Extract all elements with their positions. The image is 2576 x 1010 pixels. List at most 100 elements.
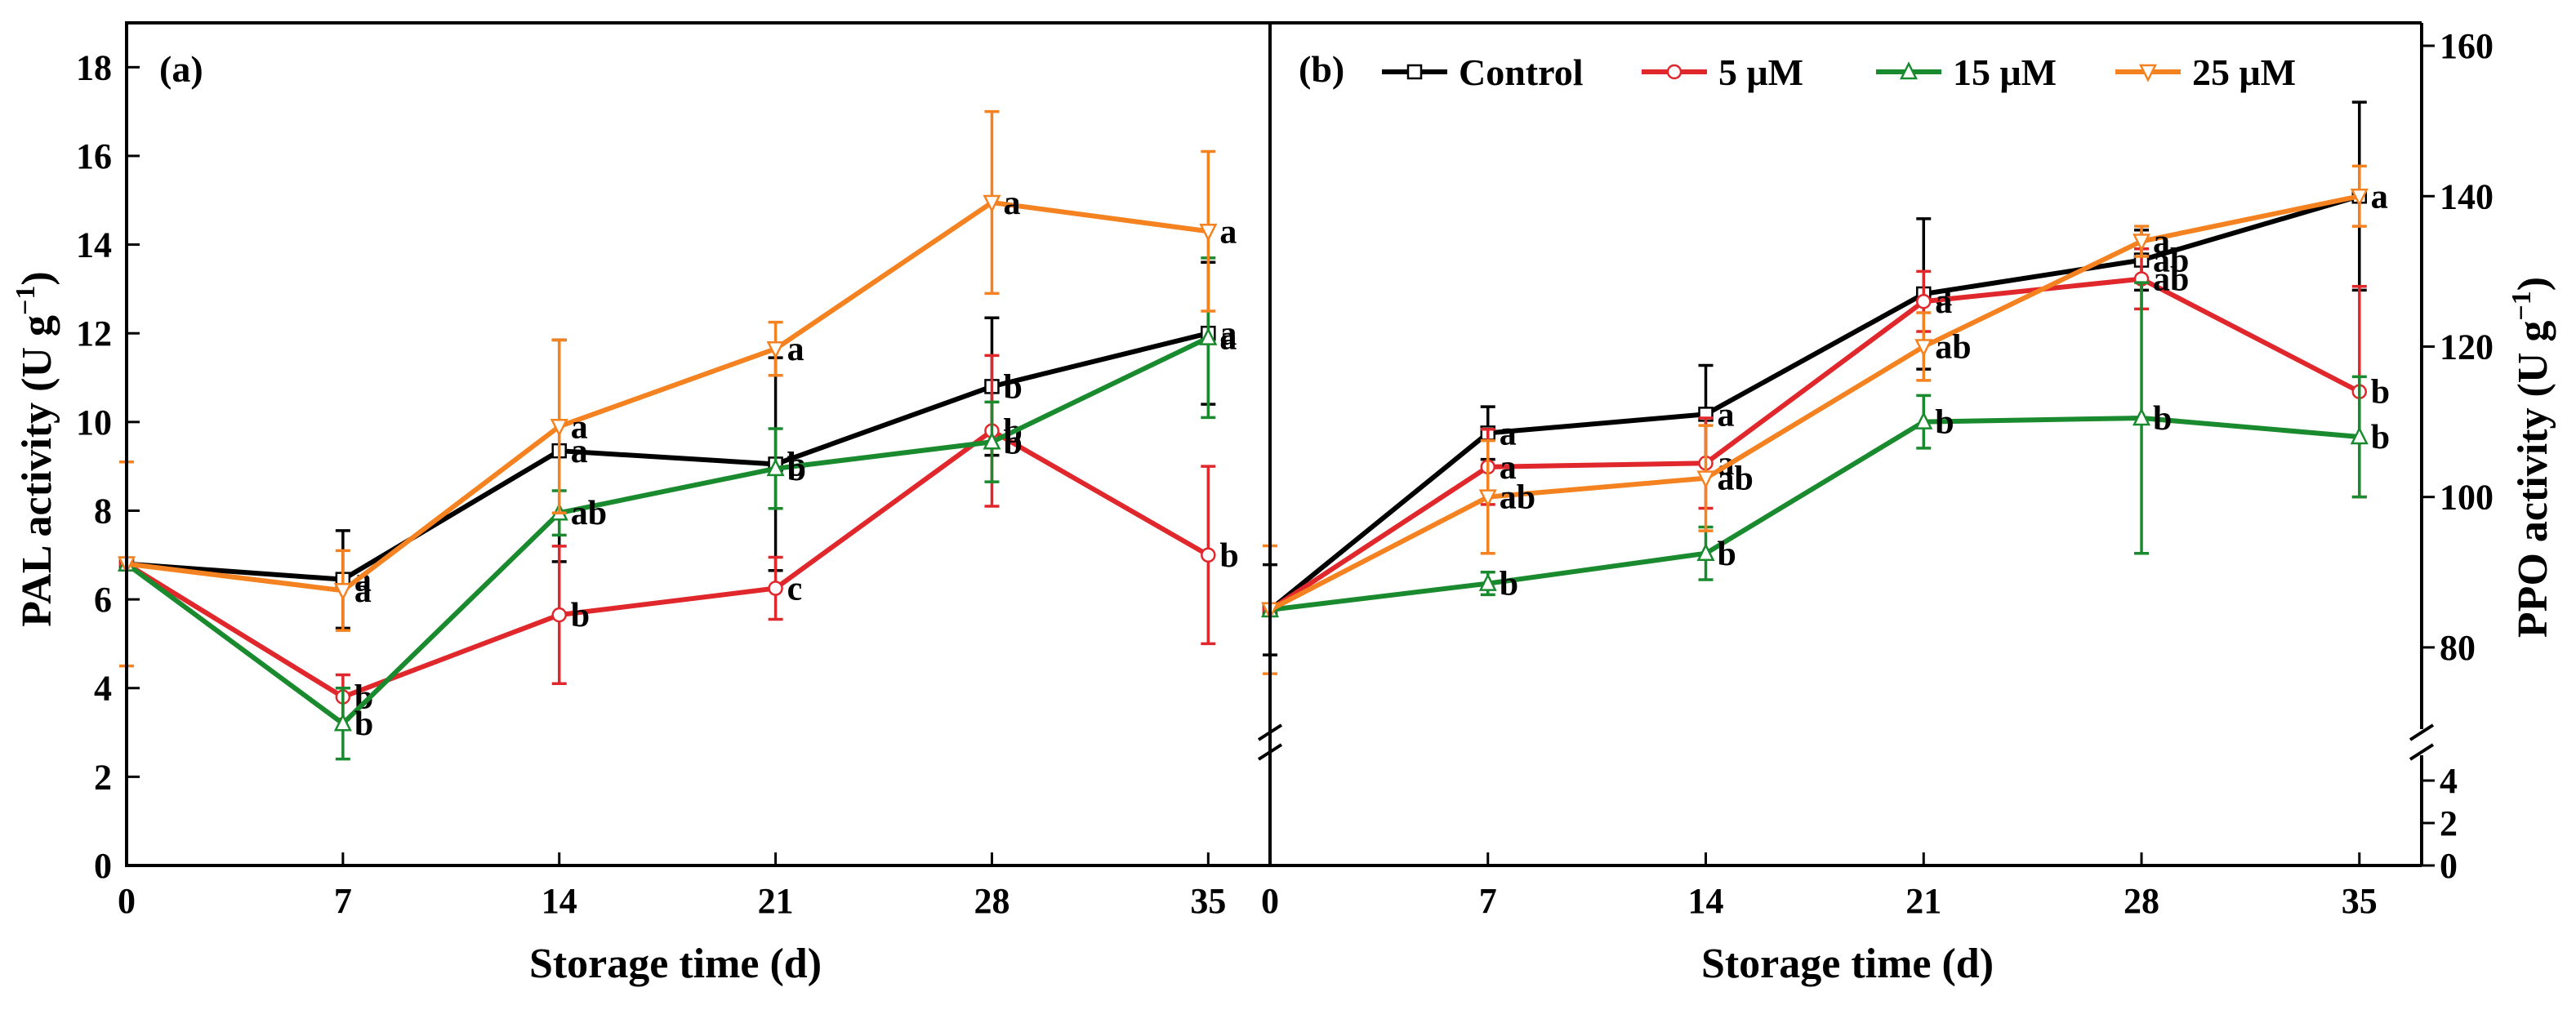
panel-a-y-tick-label: 12 [76,314,112,354]
panel-a-point-5-um [551,607,567,623]
panel-a-significance-label: a [787,331,804,368]
panel-a-significance-label: b [787,451,806,488]
panel-b-significance-label: a [2371,178,2388,216]
panel-a-significance-label: a [571,408,588,446]
panel-a-point-5-um [1201,547,1216,563]
panel-a-significance-label: b [1003,368,1022,406]
panel-b-y-tick-label: 0 [2440,846,2458,886]
panel-a-point-25-um [983,194,1001,213]
panel-b-y-tick-label: 140 [2440,176,2494,216]
panel-b-y-axis-title-main: PPO activity (U g [2510,321,2556,638]
panel-b-line-5-um [1268,276,2361,612]
panel-b-point-15-um [2350,426,2369,445]
panel-b-point-25-um [1696,470,1715,489]
panel-a-significance-label: b [354,705,373,743]
panel-a-point-5-um [768,581,783,596]
legend-label-5-um: 5 μM [1718,51,1803,93]
panel-b-significance-label: b [2371,374,2390,412]
panel-b-x-tick-label: 0 [1261,881,1279,921]
panel-a-line-control [126,331,1210,582]
panel-a-y-tick-label: 2 [94,757,112,797]
panel-a-significance-label: a [1219,320,1237,358]
panel-a-significance-label: a [1219,213,1237,251]
panel-b-significance-label: a [1500,449,1517,487]
panel-a-significance-label: a [1219,315,1237,353]
panel-a-label: (a) [159,48,203,90]
panel-a-line-25-um [126,199,1209,594]
legend-item-control: Control [1382,51,1584,93]
panel-a-point-15-um [766,458,785,477]
axis-break-mark [2409,723,2435,741]
panel-b-significance-label: ab [1500,479,1535,517]
panel-a-significance-label: a [1003,185,1020,222]
legend-item-5-um: 5 μM [1642,51,1803,93]
panel-a-y-tick-label: 18 [76,47,112,87]
panel-b-point-15-um [1478,572,1497,591]
legend-label-control: Control [1459,51,1584,93]
panel-a-significance-label: c [787,571,803,608]
panel-a-point-15-um [333,713,352,732]
legend-marker-5-um [1666,64,1682,80]
panel-b-line-25-um [1268,194,2360,612]
panel-b-significance-label: ab [1718,461,1754,498]
panel-b-significance-label: a [1935,276,1952,314]
panel-a-y-tick-label: 8 [94,491,112,531]
panel-b-significance-label: ab [1935,328,1971,366]
panel-a-point-25-um [550,419,568,438]
panel-a-point-15-um [1199,327,1218,345]
panel-b-significance-label: a [2153,224,2170,261]
axis-break-mark [2409,743,2435,761]
legend-marker-15-um [1899,61,1919,80]
panel-b-y-tick-label: 160 [2440,26,2494,66]
panel-a-significance-label: b [1003,424,1022,461]
panel-b-x-tick-label: 14 [1688,881,1724,921]
panel-b-line-15-um [1269,415,2360,612]
panel-a-x-tick-label: 21 [758,881,794,921]
panel-b-point-15-um [1696,542,1715,562]
panel-b-point-25-um [1914,339,1933,358]
panel-a-x-axis-title: Storage time (d) [529,941,822,987]
panel-a-x-tick-label: 0 [118,881,136,921]
panel-b-significance-label: b [1500,566,1518,603]
panel-b-y-axis-title: PPO activity (U g−1) [2507,277,2556,638]
panel-a-frame [125,21,1272,867]
panel-b-x-tick-label: 7 [1479,881,1497,921]
panel-a-significance-label: b [1219,537,1238,575]
panel-a-y-tick-label: 16 [76,136,112,176]
panel-b-significance-label: ab [2153,242,2189,280]
panel-a-y-axis-title-main: PAL activity (U g [14,315,60,627]
panel-b-x-tick-label: 35 [2342,881,2378,921]
panel-a-y-tick-label: 4 [94,669,112,709]
panel-a-x-tick-label: 14 [541,881,577,921]
panel-a-axes: 0 2 4 6 8 10 12 14 16 18 0 7 14 21 28 35 [76,21,1272,921]
panel-b-significance-label: b [2153,400,2172,438]
panel-a-point-25-um [1199,224,1218,242]
panel-b-significance-label: a [1500,415,1517,452]
panel-b-y-axis-title-sup: −1 [2507,291,2537,320]
panel-b-point-15-um [2133,407,2151,426]
panel-b-x-tick-label: 21 [1905,881,1941,921]
panel-b-significance-label: ab [2153,261,2189,299]
panel-a-y-tick-label: 10 [76,403,112,443]
panel-a-y-axis-title-end: ) [14,271,60,285]
panel-b-point-15-um [1914,411,1933,429]
panel-b-significance-label: a [2371,178,2388,216]
panel-b-point-25-um [2133,234,2151,252]
panel-a-point-25-um [333,582,352,602]
panel-b-point-5-um [1916,293,1932,309]
panel-a-significance-label: b [571,597,590,634]
panel-a-point-25-um [766,340,785,360]
panel-b-line-control [1268,194,2360,612]
panel-a-y-tick-label: 0 [94,846,112,886]
panel-a-y-axis-title-sup: −1 [11,286,41,315]
panel-b-significance-label: a [1718,396,1735,434]
panel-b-significance-label: b [1718,536,1736,573]
panel-a-x-tick-label: 7 [334,881,352,921]
legend-label-25-um: 25 μM [2192,51,2296,93]
panel-b-point-25-um [1478,489,1497,508]
